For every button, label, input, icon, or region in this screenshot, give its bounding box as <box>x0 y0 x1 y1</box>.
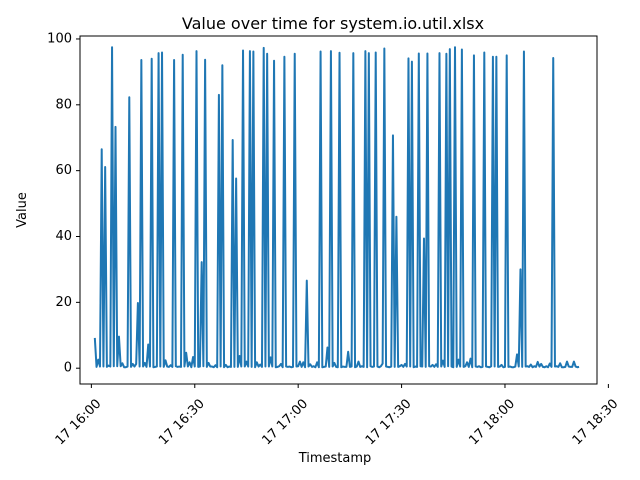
y-tick-label: 20 <box>55 295 72 310</box>
y-tick-label: 40 <box>55 229 72 244</box>
chart-title: Value over time for system.io.util.xlsx <box>182 14 484 33</box>
y-tick-label: 80 <box>55 97 72 112</box>
x-axis-title: Timestamp <box>298 451 372 466</box>
y-tick-label: 100 <box>47 31 72 46</box>
y-axis-title: Value <box>15 192 30 228</box>
series-line <box>93 46 580 369</box>
y-axis: 0 20 40 60 80 100 <box>47 31 80 376</box>
plot-area <box>93 46 580 369</box>
y-tick-label: 60 <box>55 163 72 178</box>
y-tick-label: 0 <box>64 361 72 376</box>
axes-frame <box>79 35 598 385</box>
